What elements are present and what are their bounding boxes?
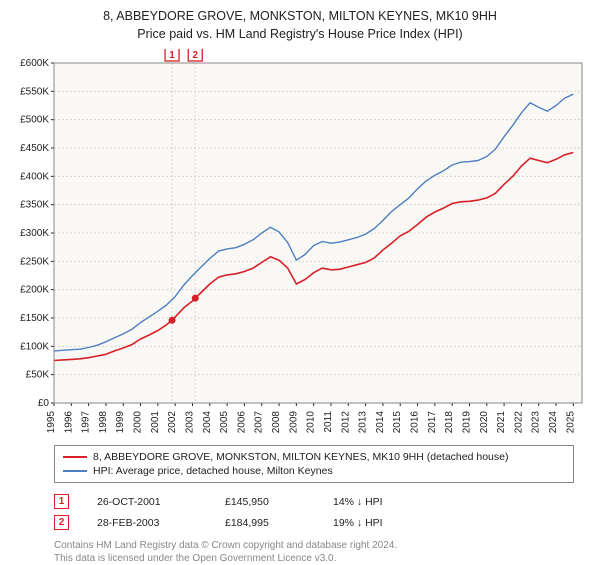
sale-diff: 19% ↓ HPI bbox=[333, 517, 423, 529]
svg-text:2014: 2014 bbox=[375, 411, 386, 434]
svg-text:2002: 2002 bbox=[167, 411, 178, 434]
svg-text:£100K: £100K bbox=[20, 341, 49, 352]
svg-text:£150K: £150K bbox=[20, 313, 49, 324]
svg-text:2021: 2021 bbox=[496, 411, 507, 434]
svg-text:2025: 2025 bbox=[565, 411, 576, 434]
sale-date: 26-OCT-2001 bbox=[97, 496, 197, 508]
svg-text:2016: 2016 bbox=[410, 411, 421, 434]
svg-text:1998: 1998 bbox=[98, 411, 109, 434]
svg-text:2005: 2005 bbox=[219, 411, 230, 434]
svg-text:1997: 1997 bbox=[81, 411, 92, 434]
svg-text:2004: 2004 bbox=[202, 411, 213, 434]
legend-swatch bbox=[63, 456, 87, 458]
svg-text:£350K: £350K bbox=[20, 200, 49, 211]
sale-row: 1 26-OCT-2001 £145,950 14% ↓ HPI bbox=[54, 491, 590, 512]
svg-text:2: 2 bbox=[192, 50, 198, 61]
footer-line1: Contains HM Land Registry data © Crown c… bbox=[54, 539, 590, 552]
svg-text:£400K: £400K bbox=[20, 171, 49, 182]
svg-text:2011: 2011 bbox=[323, 411, 334, 433]
svg-text:1: 1 bbox=[169, 50, 175, 61]
legend-swatch bbox=[63, 470, 87, 472]
svg-text:2019: 2019 bbox=[461, 411, 472, 434]
svg-text:£200K: £200K bbox=[20, 285, 49, 296]
svg-text:2000: 2000 bbox=[133, 411, 144, 434]
svg-text:1999: 1999 bbox=[115, 411, 126, 434]
svg-text:£0: £0 bbox=[38, 398, 50, 409]
sale-price: £145,950 bbox=[225, 496, 305, 508]
title-line1: 8, ABBEYDORE GROVE, MONKSTON, MILTON KEY… bbox=[10, 8, 590, 26]
svg-text:2008: 2008 bbox=[271, 411, 282, 434]
svg-text:£450K: £450K bbox=[20, 143, 49, 154]
chart-svg: £0 £50K £100K £150K £200K £250K £300K £350K £400… bbox=[10, 49, 590, 439]
svg-text:£50K: £50K bbox=[26, 370, 50, 381]
legend-label: 8, ABBEYDORE GROVE, MONKSTON, MILTON KEY… bbox=[93, 451, 508, 463]
sale-price: £184,995 bbox=[225, 517, 305, 529]
svg-text:2023: 2023 bbox=[531, 411, 542, 434]
chart-area: £0 £50K £100K £150K £200K £250K £300K £350K £400… bbox=[10, 49, 590, 439]
svg-text:2001: 2001 bbox=[150, 411, 161, 434]
svg-text:2009: 2009 bbox=[288, 411, 299, 434]
svg-text:1996: 1996 bbox=[63, 411, 74, 434]
legend-label: HPI: Average price, detached house, Milt… bbox=[93, 465, 333, 477]
svg-text:2012: 2012 bbox=[340, 411, 351, 434]
sale-rows: 1 26-OCT-2001 £145,950 14% ↓ HPI 2 28-FEB-200… bbox=[54, 491, 590, 533]
svg-text:2015: 2015 bbox=[392, 411, 403, 434]
svg-text:2017: 2017 bbox=[427, 411, 438, 434]
svg-text:2022: 2022 bbox=[513, 411, 524, 434]
svg-text:£250K: £250K bbox=[20, 256, 49, 267]
title-line2: Price paid vs. HM Land Registry's House … bbox=[10, 26, 590, 44]
legend-row: 8, ABBEYDORE GROVE, MONKSTON, MILTON KEY… bbox=[63, 450, 565, 464]
title-block: 8, ABBEYDORE GROVE, MONKSTON, MILTON KEY… bbox=[10, 8, 590, 43]
legend-box: 8, ABBEYDORE GROVE, MONKSTON, MILTON KEY… bbox=[54, 445, 574, 483]
svg-text:£550K: £550K bbox=[20, 86, 49, 97]
svg-text:2003: 2003 bbox=[184, 411, 195, 434]
svg-text:1995: 1995 bbox=[46, 411, 57, 434]
sale-marker: 1 bbox=[54, 494, 69, 509]
svg-text:2013: 2013 bbox=[358, 411, 369, 434]
footer: Contains HM Land Registry data © Crown c… bbox=[54, 539, 590, 565]
svg-text:2024: 2024 bbox=[548, 411, 559, 434]
legend-row: HPI: Average price, detached house, Milt… bbox=[63, 464, 565, 478]
svg-text:2018: 2018 bbox=[444, 411, 455, 434]
sale-marker: 2 bbox=[54, 515, 69, 530]
svg-text:2007: 2007 bbox=[254, 411, 265, 434]
chart-container: 8, ABBEYDORE GROVE, MONKSTON, MILTON KEY… bbox=[0, 0, 600, 560]
footer-line2: This data is licensed under the Open Gov… bbox=[54, 552, 590, 565]
svg-text:2010: 2010 bbox=[306, 411, 317, 434]
svg-text:£600K: £600K bbox=[20, 58, 49, 69]
sale-date: 28-FEB-2003 bbox=[97, 517, 197, 529]
svg-text:£500K: £500K bbox=[20, 115, 49, 126]
svg-text:2006: 2006 bbox=[236, 411, 247, 434]
sale-diff: 14% ↓ HPI bbox=[333, 496, 423, 508]
svg-text:£300K: £300K bbox=[20, 228, 49, 239]
sale-row: 2 28-FEB-2003 £184,995 19% ↓ HPI bbox=[54, 512, 590, 533]
svg-text:2020: 2020 bbox=[479, 411, 490, 434]
